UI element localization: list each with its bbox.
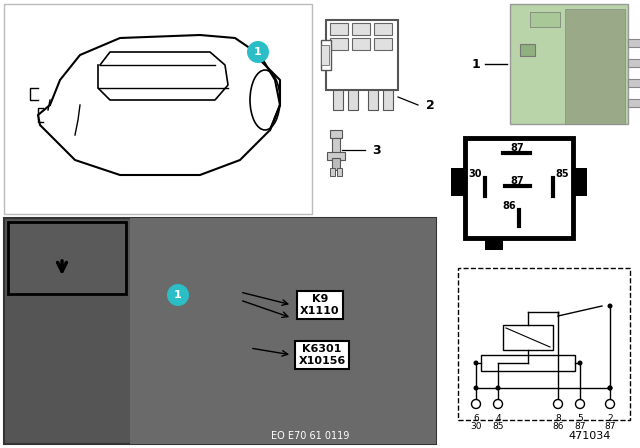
Text: 2: 2 xyxy=(607,414,613,422)
Bar xyxy=(510,4,628,124)
Bar xyxy=(503,325,553,350)
Bar xyxy=(451,168,465,196)
Bar xyxy=(481,355,575,371)
Text: 87: 87 xyxy=(510,143,524,153)
Bar xyxy=(352,38,370,50)
Bar xyxy=(383,90,393,110)
Text: 86: 86 xyxy=(552,422,564,431)
Text: K9
X1110: K9 X1110 xyxy=(300,294,340,316)
Bar xyxy=(565,9,625,124)
Text: EO E70 61 0119: EO E70 61 0119 xyxy=(271,431,349,441)
Bar xyxy=(332,138,340,158)
Circle shape xyxy=(607,385,612,391)
Bar xyxy=(628,99,640,107)
Bar xyxy=(520,44,535,56)
Bar xyxy=(368,90,378,110)
Text: 8: 8 xyxy=(555,414,561,422)
Bar xyxy=(4,4,312,214)
Bar xyxy=(333,90,343,110)
Text: 87: 87 xyxy=(510,176,524,186)
Bar xyxy=(628,79,640,87)
Circle shape xyxy=(577,361,582,366)
Circle shape xyxy=(493,400,502,409)
Text: 1: 1 xyxy=(471,57,480,70)
Bar xyxy=(330,168,335,176)
Circle shape xyxy=(605,400,614,409)
Text: 85: 85 xyxy=(492,422,504,431)
Text: 86: 86 xyxy=(502,201,516,211)
Bar xyxy=(465,138,573,238)
Circle shape xyxy=(607,385,612,391)
Text: 87: 87 xyxy=(574,422,586,431)
Bar xyxy=(4,218,436,444)
Circle shape xyxy=(474,385,479,391)
Text: 87: 87 xyxy=(604,422,616,431)
Text: 1: 1 xyxy=(174,290,182,300)
Bar xyxy=(374,38,392,50)
Bar xyxy=(321,40,331,70)
Text: 30: 30 xyxy=(470,422,482,431)
Bar xyxy=(8,222,126,294)
Text: 2: 2 xyxy=(426,99,435,112)
Text: 3: 3 xyxy=(372,143,381,156)
Bar xyxy=(321,45,329,65)
Bar xyxy=(573,168,587,196)
Bar xyxy=(330,130,342,138)
Text: 471034: 471034 xyxy=(569,431,611,441)
Text: 30: 30 xyxy=(468,169,482,179)
Bar xyxy=(352,23,370,35)
Text: K6301
X10156: K6301 X10156 xyxy=(298,344,346,366)
Bar xyxy=(337,168,342,176)
Circle shape xyxy=(167,284,189,306)
Circle shape xyxy=(607,303,612,309)
Circle shape xyxy=(575,400,584,409)
Bar xyxy=(348,90,358,110)
Text: 1: 1 xyxy=(254,47,262,57)
Bar xyxy=(485,238,503,250)
Bar xyxy=(330,38,348,50)
Bar xyxy=(374,23,392,35)
Text: 6: 6 xyxy=(473,414,479,422)
Circle shape xyxy=(554,400,563,409)
Bar xyxy=(332,158,340,170)
Bar xyxy=(458,268,630,420)
Bar xyxy=(330,23,348,35)
Text: 5: 5 xyxy=(577,414,583,422)
Bar xyxy=(130,218,436,444)
Bar xyxy=(326,20,398,90)
Bar xyxy=(628,39,640,47)
Bar xyxy=(327,152,345,160)
Circle shape xyxy=(474,361,479,366)
Bar xyxy=(530,12,560,27)
Bar xyxy=(628,59,640,67)
Text: 4: 4 xyxy=(495,414,501,422)
Circle shape xyxy=(247,41,269,63)
Text: 85: 85 xyxy=(555,169,569,179)
Circle shape xyxy=(495,385,500,391)
Circle shape xyxy=(472,400,481,409)
